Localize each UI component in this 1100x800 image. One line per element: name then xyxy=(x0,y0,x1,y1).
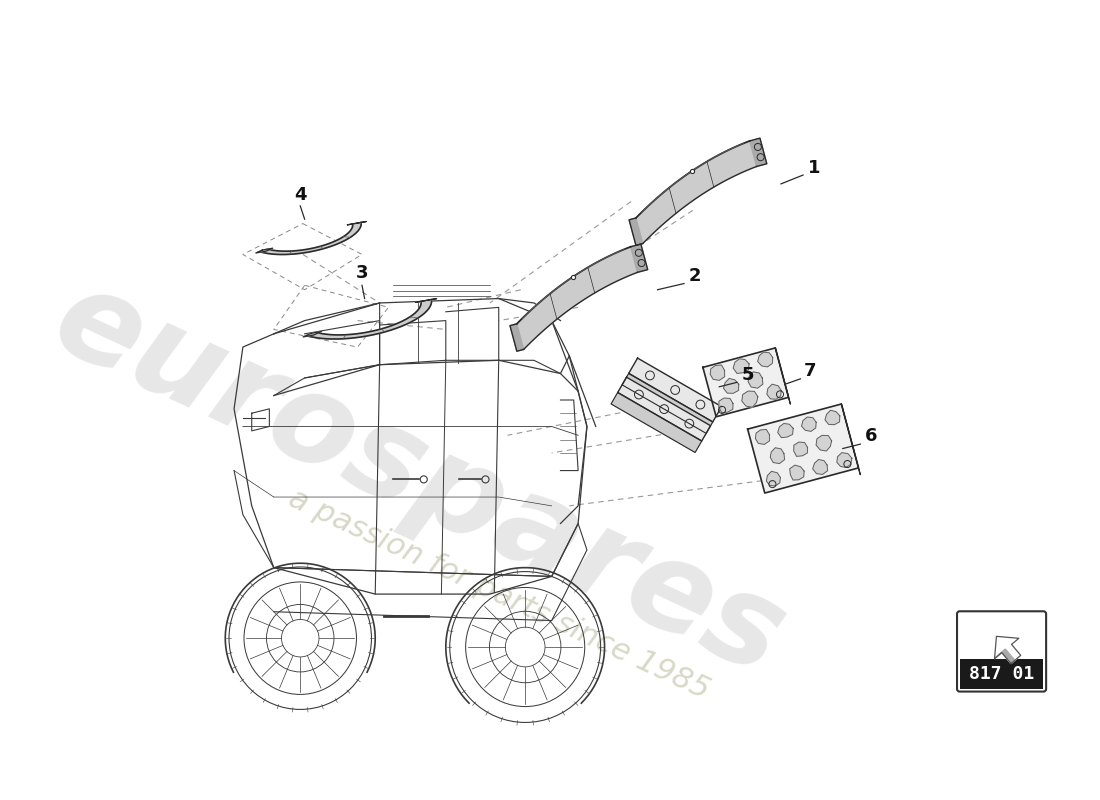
Polygon shape xyxy=(612,393,702,453)
Polygon shape xyxy=(770,448,784,463)
Polygon shape xyxy=(837,453,851,467)
Bar xyxy=(959,659,1044,689)
Polygon shape xyxy=(724,378,739,394)
Text: 3: 3 xyxy=(355,264,368,282)
Polygon shape xyxy=(816,435,832,451)
Polygon shape xyxy=(636,141,757,243)
Polygon shape xyxy=(636,141,750,218)
Polygon shape xyxy=(748,372,763,388)
Polygon shape xyxy=(756,430,770,444)
Polygon shape xyxy=(517,246,630,324)
Polygon shape xyxy=(994,636,1021,663)
Polygon shape xyxy=(629,358,722,422)
Polygon shape xyxy=(802,417,816,431)
Polygon shape xyxy=(790,465,804,480)
Text: 6: 6 xyxy=(865,427,878,446)
Polygon shape xyxy=(703,348,789,417)
Polygon shape xyxy=(348,222,366,225)
Polygon shape xyxy=(618,377,711,441)
Polygon shape xyxy=(629,218,642,246)
Polygon shape xyxy=(308,299,431,339)
Polygon shape xyxy=(741,391,758,407)
Polygon shape xyxy=(711,365,725,380)
Polygon shape xyxy=(304,331,321,337)
Polygon shape xyxy=(825,410,839,425)
Polygon shape xyxy=(778,423,793,438)
Text: 1: 1 xyxy=(807,159,820,178)
Polygon shape xyxy=(416,298,437,302)
Polygon shape xyxy=(517,246,638,350)
Polygon shape xyxy=(256,248,273,253)
Polygon shape xyxy=(842,404,860,474)
Polygon shape xyxy=(776,348,791,404)
Polygon shape xyxy=(748,404,858,493)
Text: 7: 7 xyxy=(804,362,816,380)
Polygon shape xyxy=(510,324,524,351)
FancyBboxPatch shape xyxy=(957,611,1046,691)
Text: 2: 2 xyxy=(689,267,701,285)
Polygon shape xyxy=(630,244,648,272)
Text: 817 01: 817 01 xyxy=(969,665,1034,683)
Polygon shape xyxy=(734,359,749,374)
Polygon shape xyxy=(758,352,772,367)
Polygon shape xyxy=(794,442,807,456)
Polygon shape xyxy=(767,384,781,399)
Polygon shape xyxy=(718,398,733,413)
Text: a passion for parts since 1985: a passion for parts since 1985 xyxy=(284,483,714,705)
Text: eurospares: eurospares xyxy=(35,258,803,702)
Polygon shape xyxy=(261,222,361,254)
Polygon shape xyxy=(750,138,767,166)
Polygon shape xyxy=(813,459,827,474)
Text: 4: 4 xyxy=(294,186,307,204)
Polygon shape xyxy=(994,649,1014,663)
Polygon shape xyxy=(767,471,780,486)
Polygon shape xyxy=(623,374,713,434)
Text: 5: 5 xyxy=(741,366,754,384)
